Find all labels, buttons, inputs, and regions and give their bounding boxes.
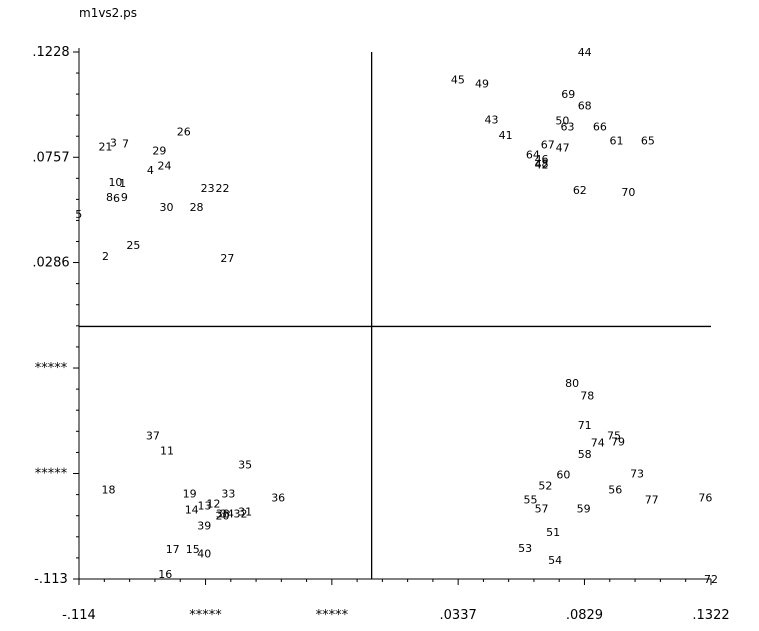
data-point-79: 79 [611, 436, 625, 449]
data-point-58: 58 [578, 448, 592, 461]
data-point-22: 22 [215, 182, 229, 195]
data-point-4: 4 [147, 164, 154, 177]
data-point-57: 57 [535, 502, 549, 515]
data-point-21: 21 [98, 141, 112, 154]
data-point-72: 72 [704, 573, 718, 586]
data-point-8: 8 [106, 191, 113, 204]
y-tick-label: .0286 [32, 256, 69, 271]
data-point-31: 31 [238, 506, 252, 519]
data-point-33: 33 [221, 487, 235, 500]
x-tick-label: ***** [316, 608, 349, 623]
data-point-53: 53 [518, 542, 532, 555]
data-point-74: 74 [591, 437, 605, 450]
data-point-39: 39 [197, 519, 211, 532]
y-tick-label: ***** [35, 467, 68, 482]
data-point-7: 7 [122, 138, 129, 151]
data-point-20: 20 [215, 510, 229, 523]
data-point-64: 64 [526, 148, 540, 161]
data-point-45: 45 [451, 73, 465, 86]
data-point-65: 65 [641, 134, 655, 147]
data-point-28: 28 [190, 201, 204, 214]
data-point-69: 69 [561, 88, 575, 101]
data-point-80: 80 [565, 377, 579, 390]
x-tick-label: .1322 [692, 608, 729, 623]
data-point-55: 55 [524, 493, 538, 506]
data-point-43: 43 [485, 114, 499, 127]
data-point-52: 52 [538, 480, 552, 493]
data-point-77: 77 [645, 493, 659, 506]
data-point-54: 54 [548, 554, 562, 567]
data-point-32: 32 [233, 508, 247, 521]
data-point-60: 60 [556, 469, 570, 482]
data-point-13: 13 [198, 499, 212, 512]
chart-file-title: m1vs2.ps [79, 6, 137, 20]
data-point-37: 37 [146, 430, 160, 443]
data-point-75: 75 [607, 430, 621, 443]
data-point-9: 9 [121, 191, 128, 204]
data-point-18: 18 [102, 483, 116, 496]
data-point-26: 26 [177, 125, 191, 138]
data-point-46: 46 [535, 153, 549, 166]
y-tick-label: -.113 [34, 572, 68, 587]
data-point-48: 48 [535, 158, 549, 171]
data-point-50: 50 [555, 115, 569, 128]
data-point-40: 40 [197, 547, 211, 560]
data-point-59: 59 [577, 502, 591, 515]
data-point-78: 78 [580, 390, 594, 403]
data-point-71: 71 [578, 419, 592, 432]
data-point-76: 76 [698, 491, 712, 504]
data-point-17: 17 [166, 543, 180, 556]
data-point-25: 25 [126, 239, 140, 252]
x-tick-label: .0337 [440, 608, 477, 623]
data-point-24: 24 [157, 159, 171, 172]
data-point-2: 2 [102, 250, 109, 263]
x-tick-label: -.114 [62, 608, 96, 623]
data-point-12: 12 [207, 497, 221, 510]
data-point-16: 16 [158, 568, 172, 581]
data-point-23: 23 [201, 182, 215, 195]
data-point-51: 51 [546, 526, 560, 539]
data-point-63: 63 [561, 120, 575, 133]
data-point-27: 27 [220, 252, 234, 265]
y-tick-label: .0757 [32, 150, 69, 165]
data-point-49: 49 [475, 78, 489, 91]
data-point-67: 67 [541, 138, 555, 151]
data-point-6: 6 [113, 192, 120, 205]
x-tick-label: .0829 [566, 608, 603, 623]
data-point-1: 1 [119, 177, 126, 190]
data-point-11: 11 [160, 444, 174, 457]
y-tick-label: .1228 [32, 45, 69, 60]
data-point-56: 56 [608, 483, 622, 496]
data-point-66: 66 [593, 120, 607, 133]
x-tick-label: ***** [189, 608, 222, 623]
data-point-70: 70 [621, 186, 635, 199]
data-point-19: 19 [183, 487, 197, 500]
data-point-38: 38 [216, 508, 230, 521]
data-point-41: 41 [499, 129, 513, 142]
data-point-3: 3 [110, 137, 117, 150]
data-point-34: 34 [220, 508, 234, 521]
data-point-15: 15 [186, 543, 200, 556]
data-point-73: 73 [630, 468, 644, 481]
data-point-10: 10 [108, 176, 122, 189]
data-point-5: 5 [75, 208, 82, 221]
data-point-68: 68 [578, 100, 592, 113]
data-point-14: 14 [185, 503, 199, 516]
data-point-29: 29 [152, 144, 166, 157]
data-point-44: 44 [578, 46, 592, 59]
data-point-61: 61 [610, 134, 624, 147]
data-point-42: 42 [535, 159, 549, 172]
data-point-35: 35 [238, 459, 252, 472]
y-tick-label: ***** [35, 361, 68, 376]
data-point-36: 36 [271, 491, 285, 504]
data-point-62: 62 [573, 184, 587, 197]
data-point-30: 30 [160, 201, 174, 214]
axes-layer: .1228 .0757 .0286 ***** ***** -.113 -.114 *****… [32, 45, 729, 623]
data-point-47: 47 [556, 142, 570, 155]
